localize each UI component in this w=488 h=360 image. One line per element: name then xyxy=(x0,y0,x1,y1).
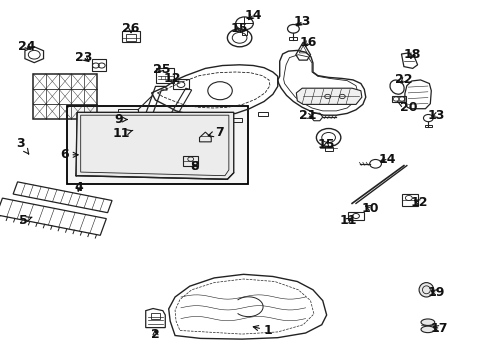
Text: 18: 18 xyxy=(403,48,421,61)
Ellipse shape xyxy=(420,319,434,325)
Ellipse shape xyxy=(420,326,434,333)
Text: 11: 11 xyxy=(339,214,356,227)
Text: 24: 24 xyxy=(18,40,36,53)
Text: 15: 15 xyxy=(230,22,248,35)
Text: 12: 12 xyxy=(163,72,181,85)
Text: 22: 22 xyxy=(394,73,412,86)
Text: 21: 21 xyxy=(299,109,316,122)
Ellipse shape xyxy=(418,283,433,297)
Text: 12: 12 xyxy=(410,196,427,209)
Text: 23: 23 xyxy=(75,51,93,64)
Polygon shape xyxy=(76,112,233,179)
Text: 25: 25 xyxy=(152,63,170,76)
Text: 14: 14 xyxy=(378,153,395,166)
Polygon shape xyxy=(296,88,361,104)
Text: 10: 10 xyxy=(361,202,379,215)
Text: 9: 9 xyxy=(114,113,127,126)
Text: 17: 17 xyxy=(429,322,447,335)
Text: 3: 3 xyxy=(16,137,29,154)
Text: 20: 20 xyxy=(396,101,417,114)
Text: 2: 2 xyxy=(151,328,160,341)
Text: 6: 6 xyxy=(60,148,78,161)
Text: 15: 15 xyxy=(317,138,335,151)
Text: 8: 8 xyxy=(190,160,199,173)
Text: 19: 19 xyxy=(427,286,444,299)
Text: 1: 1 xyxy=(253,324,272,337)
Text: 5: 5 xyxy=(19,214,32,227)
Text: 26: 26 xyxy=(122,22,140,35)
Bar xyxy=(67,106,248,184)
Text: 4: 4 xyxy=(75,181,83,194)
Text: 7: 7 xyxy=(208,126,223,139)
Text: 11: 11 xyxy=(112,127,133,140)
Text: 13: 13 xyxy=(427,109,444,122)
Text: 14: 14 xyxy=(244,9,262,22)
Text: 13: 13 xyxy=(293,15,310,28)
Text: 16: 16 xyxy=(299,36,316,49)
